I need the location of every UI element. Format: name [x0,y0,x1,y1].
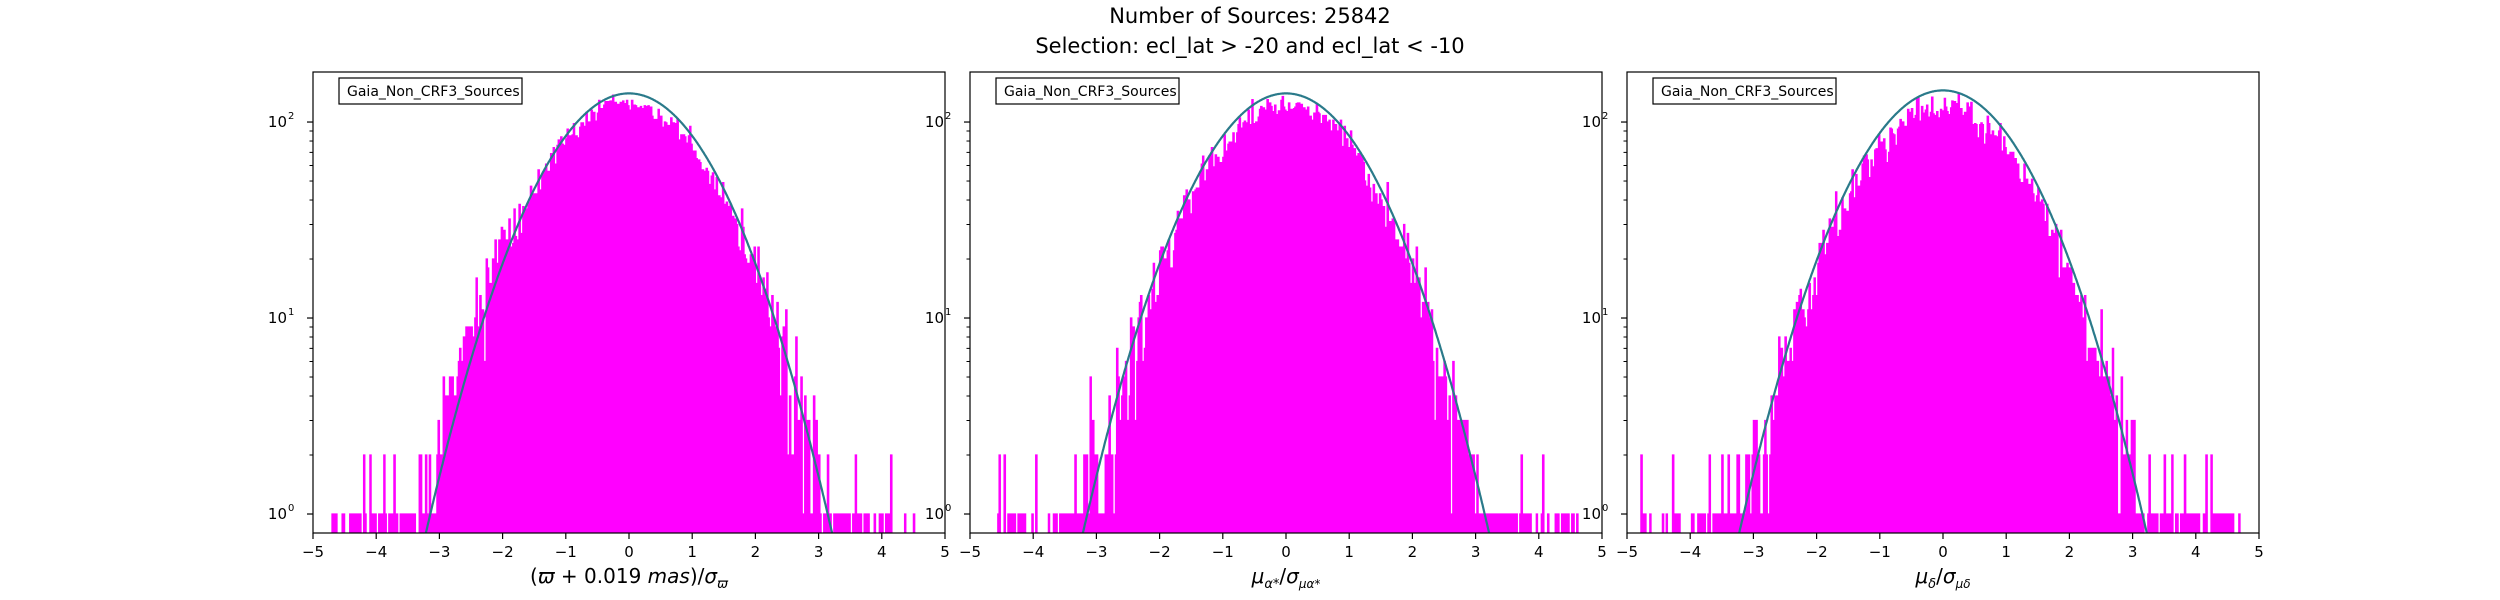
x-axis-label: (ϖ + 0.019 mas)/σϖ [530,564,729,592]
x-axis-label: μδ/σμδ [1914,564,1970,592]
x-axis-label-part: σ [1286,564,1300,588]
x-tick-label: −1 [1869,543,1891,561]
y-tick-label: 10 [925,505,944,523]
x-tick-label: 0 [1281,543,1291,561]
legend-label: Gaia_Non_CRF3_Sources [347,84,520,100]
histogram-bars [1640,93,2241,533]
legend-label: Gaia_Non_CRF3_Sources [1004,84,1177,100]
x-tick-label: 4 [1534,543,1544,561]
legend: Gaia_Non_CRF3_Sources [338,77,523,105]
y-tick-label: 10 [268,505,287,523]
x-axis-label-part: ϖ [538,564,556,588]
x-tick-label: −2 [1806,543,1828,561]
y-tick-exponent: 0 [288,503,294,514]
x-axis-label-part: / [1936,564,1943,588]
x-tick-label: 5 [940,543,950,561]
x-tick-label: 5 [1597,543,1607,561]
y-tick-label: 10 [268,309,287,327]
x-tick-label: 0 [1938,543,1948,561]
y-tick-exponent: 1 [288,307,294,318]
histogram-bars [997,95,1579,533]
x-tick-label: −2 [1149,543,1171,561]
legend-box [1652,77,1837,105]
y-tick-exponent: 1 [945,307,951,318]
x-tick-label: 3 [2128,543,2138,561]
x-tick-label: −4 [1679,543,1701,561]
x-tick-label: −4 [365,543,387,561]
x-tick-label: −3 [1085,543,1107,561]
x-tick-label: 2 [1408,543,1418,561]
x-tick-label: −4 [1022,543,1044,561]
y-tick-exponent: 0 [1602,503,1608,514]
x-tick-label: 5 [2254,543,2264,561]
x-tick-label: −1 [555,543,577,561]
x-axis-label-part: α* [1264,577,1280,592]
x-tick-label: 3 [1471,543,1481,561]
x-tick-label: −5 [1616,543,1638,561]
x-axis-label-part: μδ [1955,577,1971,591]
y-tick-label: 10 [1582,309,1601,327]
y-tick-label: 10 [1582,113,1601,131]
x-tick-label: 2 [2065,543,2075,561]
fit-curve [1738,89,2148,533]
x-tick-label: −5 [959,543,981,561]
y-tick-exponent: 0 [945,503,951,514]
histogram-series [331,94,916,533]
x-axis-label-part: )/ [690,564,705,588]
y-tick-exponent: 2 [1602,111,1608,122]
x-tick-label: 4 [2191,543,2201,561]
y-tick-exponent: 2 [288,111,294,122]
x-axis-label-part: ( [530,564,538,588]
figure-subtitle: Selection: ecl_lat > -20 and ecl_lat < -… [1035,34,1465,58]
x-tick-label: 0 [624,543,634,561]
legend-box [338,77,523,105]
fit-curve [1081,92,1491,533]
x-tick-label: 4 [877,543,887,561]
x-axis-label-part: μ [1914,564,1928,588]
legend: Gaia_Non_CRF3_Sources [1652,77,1837,105]
x-tick-label: −1 [1212,543,1234,561]
y-tick-label: 10 [268,113,287,131]
x-tick-label: 1 [687,543,697,561]
x-axis-label-part: σ [1943,564,1957,588]
histogram-bars [331,94,916,533]
y-tick-label: 10 [1582,505,1601,523]
x-axis-label-part: mas [648,564,690,588]
legend-label: Gaia_Non_CRF3_Sources [1661,84,1834,100]
x-axis-label-part: μα* [1298,577,1321,591]
x-tick-label: −2 [492,543,514,561]
y-tick-label: 10 [925,309,944,327]
x-tick-label: −5 [302,543,324,561]
legend: Gaia_Non_CRF3_Sources [995,77,1180,105]
x-tick-label: 3 [814,543,824,561]
y-tick-exponent: 2 [945,111,951,122]
histogram-series [1640,93,2241,533]
histogram-series [997,95,1579,533]
x-axis-label-part: δ [1928,577,1936,592]
y-tick-label: 10 [925,113,944,131]
figure-title: Number of Sources: 25842 [1109,4,1391,28]
x-axis-label-part: / [1279,564,1286,588]
fit-curve [424,92,834,533]
x-tick-label: −3 [428,543,450,561]
legend-box [995,77,1180,105]
x-axis-label-part: + 0.019 [555,564,648,588]
x-tick-label: 1 [1344,543,1354,561]
x-axis-label-part: ϖ [717,577,729,592]
y-tick-exponent: 1 [1602,307,1608,318]
x-tick-label: −3 [1742,543,1764,561]
x-tick-label: 1 [2001,543,2011,561]
x-axis-label: μα*/σμα* [1251,564,1321,592]
x-axis-label-part: μ [1251,564,1265,588]
x-tick-label: 2 [751,543,761,561]
x-axis-label-part: σ [704,564,718,588]
